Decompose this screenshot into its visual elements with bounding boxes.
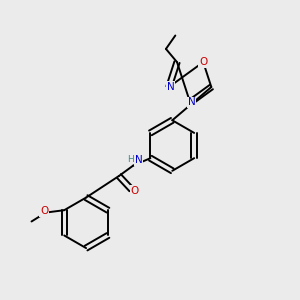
Text: H: H: [127, 154, 134, 164]
Text: N: N: [167, 82, 174, 92]
Text: O: O: [40, 206, 48, 216]
Text: N: N: [135, 155, 142, 165]
Text: N: N: [188, 98, 196, 107]
Text: O: O: [199, 57, 207, 67]
Text: O: O: [131, 186, 139, 196]
